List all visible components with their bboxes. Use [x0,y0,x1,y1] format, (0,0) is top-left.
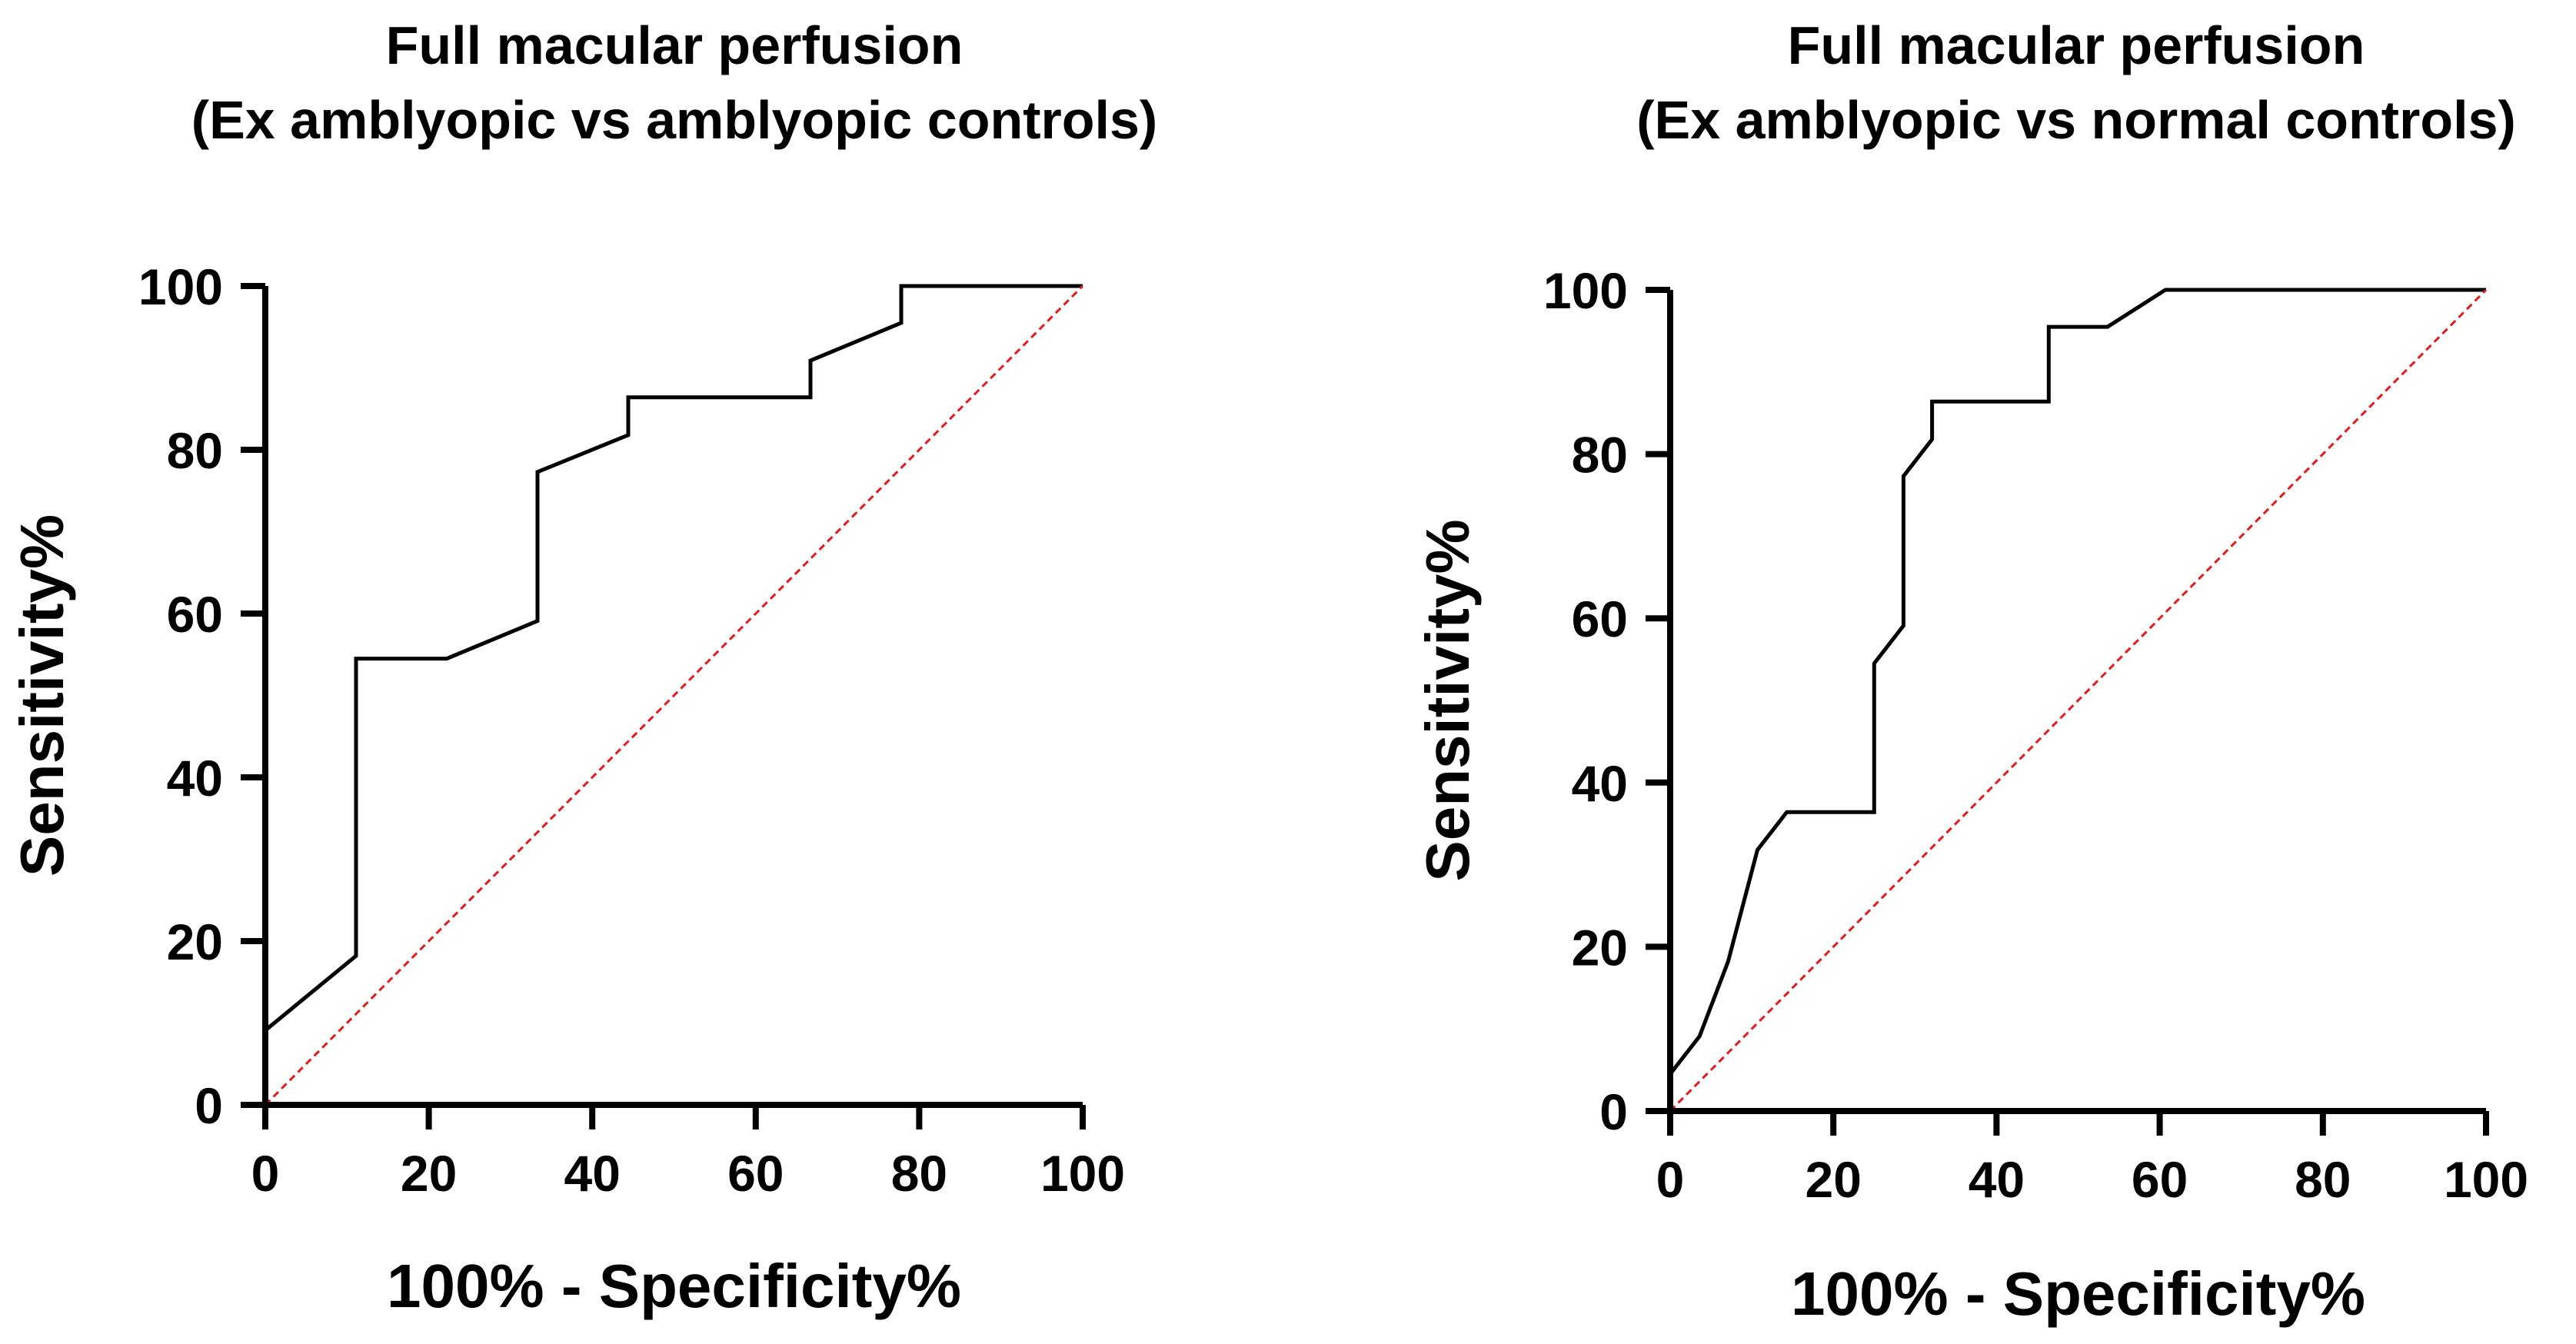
y-axis-label: Sensitivity% [8,514,76,877]
x-tick-label: 60 [727,1145,784,1202]
x-tick-label: 100 [1040,1145,1125,1202]
y-tick-label: 0 [1599,1083,1628,1140]
x-tick-label: 40 [564,1145,620,1202]
y-tick-label: 100 [138,258,223,315]
y-tick-label: 80 [167,422,223,479]
y-axis-label: Sensitivity% [1413,519,1482,881]
x-tick-label: 20 [1805,1151,1861,1208]
y-tick-label: 60 [167,586,223,643]
x-tick-label: 80 [2295,1151,2351,1208]
x-tick-label: 100 [2444,1151,2528,1208]
y-tick-label: 100 [1543,262,1628,319]
y-tick-label: 40 [167,750,223,807]
x-tick-label: 40 [1969,1151,2025,1208]
chart-title-line-1: Full macular perfusion [386,15,964,75]
x-tick-label: 20 [401,1145,457,1202]
identity-line [264,284,1084,1106]
identity-line [1669,288,2488,1113]
y-tick-label: 20 [1572,919,1628,976]
x-tick-label: 60 [2132,1151,2188,1208]
y-tick-label: 80 [1572,427,1628,484]
chart-title-line-2: (Ex amblyopic vs normal controls) [1636,90,2516,150]
roc-curve [264,284,1083,1033]
x-axis-label: 100% - Specificity% [1791,1259,2365,1328]
y-tick-label: 20 [167,913,223,970]
y-tick-label: 40 [1572,755,1628,812]
chart-title-line-2: (Ex amblyopic vs amblyopic controls) [191,90,1157,150]
chart-title-line-1: Full macular perfusion [1788,15,2365,75]
x-tick-label: 80 [891,1145,947,1202]
x-axis-label: 100% - Specificity% [387,1252,961,1320]
chart-panel-2: Full macular perfusion (Ex amblyopic vs n… [1413,15,2528,1328]
roc-curve [1669,288,2486,1076]
y-tick-label: 0 [195,1077,223,1134]
x-tick-label: 0 [251,1145,280,1202]
y-tick-label: 60 [1572,590,1628,647]
x-tick-label: 0 [1656,1151,1685,1208]
chart-panel-1: Full macular perfusion (Ex amblyopic vs a… [8,15,1157,1320]
